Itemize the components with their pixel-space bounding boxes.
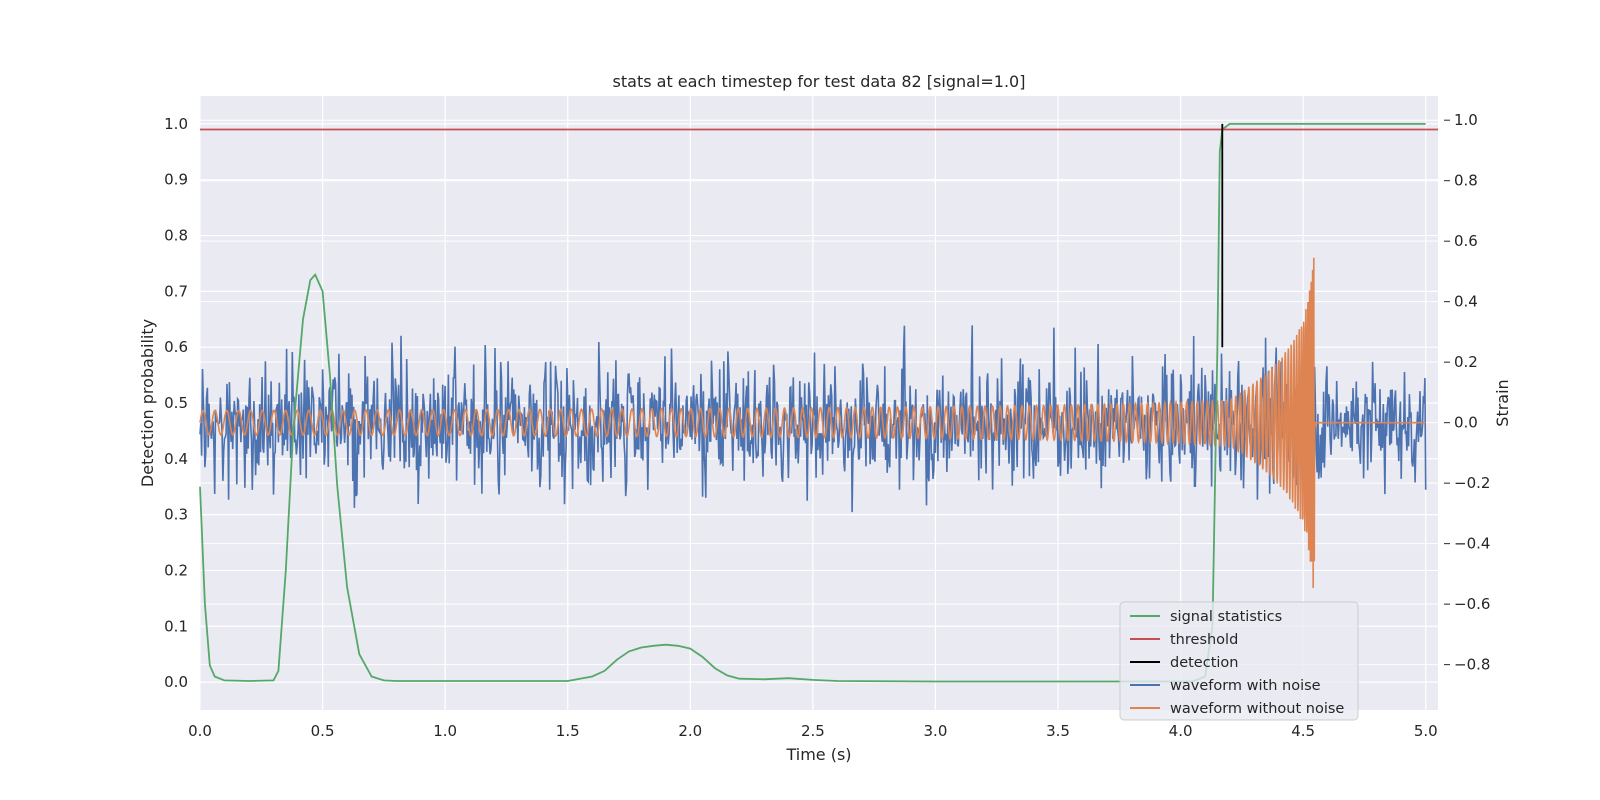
y-right-tick-label: 0.6 bbox=[1454, 232, 1478, 250]
y-right-ticks: −0.8 −0.6 −0.4 −0.2 0.0 0.2 0.4 0.6 0.8 1.0 bbox=[1444, 111, 1490, 674]
x-tick-label: 2.5 bbox=[801, 722, 825, 740]
y-left-tick-label: 0.7 bbox=[164, 282, 188, 300]
y-right-tick-label: 0.0 bbox=[1454, 414, 1478, 432]
chart-title: stats at each timestep for test data 82 … bbox=[613, 72, 1026, 91]
y-left-tick-label: 0.8 bbox=[164, 227, 188, 245]
x-tick-label: 5.0 bbox=[1414, 722, 1438, 740]
y-right-tick-label: 0.4 bbox=[1454, 293, 1478, 311]
x-tick-label: 4.5 bbox=[1291, 722, 1315, 740]
y-left-tick-label: 0.9 bbox=[164, 171, 188, 189]
y-right-tick-label: −0.8 bbox=[1454, 656, 1490, 674]
legend-label-waveform-with-noise: waveform with noise bbox=[1170, 678, 1321, 694]
y-left-tick-label: 0.2 bbox=[164, 561, 188, 579]
y-right-tick-label: 0.8 bbox=[1454, 172, 1478, 190]
legend-label-waveform-without-noise: waveform without noise bbox=[1170, 701, 1344, 717]
y-left-tick-label: 0.4 bbox=[164, 450, 188, 468]
x-ticks: 0.0 0.5 1.0 1.5 2.0 2.5 3.0 3.5 4.0 4.5 5.0 bbox=[188, 722, 1438, 740]
x-tick-label: 0.5 bbox=[311, 722, 335, 740]
legend-label-detection: detection bbox=[1170, 655, 1238, 671]
y-right-tick-label: −0.2 bbox=[1454, 474, 1490, 492]
x-tick-label: 2.0 bbox=[678, 722, 702, 740]
legend-label-threshold: threshold bbox=[1170, 632, 1238, 648]
legend-label-signal-statistics: signal statistics bbox=[1170, 609, 1282, 625]
y-left-axis-label: Detection probability bbox=[138, 319, 157, 487]
y-left-tick-label: 0.6 bbox=[164, 338, 188, 356]
x-tick-label: 1.5 bbox=[556, 722, 580, 740]
y-left-tick-label: 1.0 bbox=[164, 115, 188, 133]
y-right-axis-label: Strain bbox=[1493, 379, 1512, 426]
y-left-tick-label: 0.0 bbox=[164, 673, 188, 691]
x-tick-label: 4.0 bbox=[1169, 722, 1193, 740]
legend: signal statistics threshold detection wa… bbox=[1119, 601, 1359, 721]
series-waveform-without-noise bbox=[199, 257, 1426, 589]
y-right-tick-label: −0.6 bbox=[1454, 595, 1490, 613]
legend-box bbox=[1119, 601, 1359, 721]
y-right-tick-label: −0.4 bbox=[1454, 535, 1490, 553]
x-tick-label: 0.0 bbox=[188, 722, 212, 740]
y-right-tick-label: 1.0 bbox=[1454, 111, 1478, 129]
x-tick-label: 1.0 bbox=[433, 722, 457, 740]
y-left-tick-label: 0.5 bbox=[164, 394, 188, 412]
y-left-tick-label: 0.3 bbox=[164, 506, 188, 524]
y-left-tick-label: 0.1 bbox=[164, 617, 188, 635]
x-tick-label: 3.0 bbox=[924, 722, 948, 740]
y-right-tick-label: 0.2 bbox=[1454, 353, 1478, 371]
y-left-ticks: 0.0 0.1 0.2 0.3 0.4 0.5 0.6 0.7 0.8 0.9 1.0 bbox=[164, 115, 188, 691]
x-axis-label: Time (s) bbox=[785, 745, 851, 764]
x-tick-label: 3.5 bbox=[1046, 722, 1070, 740]
